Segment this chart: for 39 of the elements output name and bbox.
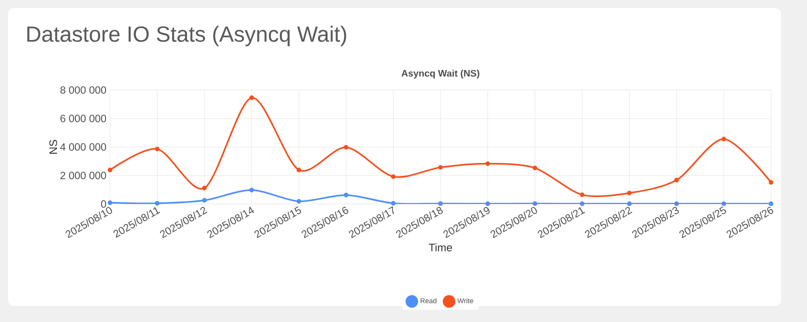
y-tick-label: 2 000 000 <box>60 172 106 180</box>
chart-subtitle: Asyncq Wait (NS) <box>401 70 480 79</box>
y-tick-label: 6 000 000 <box>60 114 106 122</box>
point <box>344 144 348 150</box>
point <box>768 201 774 206</box>
point <box>768 180 774 185</box>
point <box>674 178 679 182</box>
point <box>154 146 160 152</box>
point <box>154 200 160 206</box>
y-axis-title: NS <box>49 140 58 154</box>
y-tick-label: 0 <box>101 200 106 208</box>
y-tick-label: 8 000 000 <box>60 86 106 94</box>
point <box>202 198 207 203</box>
point <box>485 161 490 166</box>
point <box>344 192 348 198</box>
point <box>580 201 584 206</box>
point <box>249 95 254 100</box>
chart-title: Datastore IO Stats (Asyncq Wait) <box>27 26 346 46</box>
point <box>580 192 584 198</box>
point <box>296 198 302 204</box>
point <box>674 201 679 206</box>
point <box>532 201 538 206</box>
point <box>722 136 726 142</box>
point <box>249 188 254 192</box>
point <box>296 168 302 172</box>
point <box>390 174 396 179</box>
x-axis-title: Time <box>428 243 452 252</box>
point <box>108 200 112 206</box>
point <box>532 166 538 170</box>
y-tick-label: 4 000 000 <box>60 143 106 151</box>
point <box>438 165 443 170</box>
point <box>627 190 632 196</box>
point <box>202 186 207 190</box>
point <box>485 201 490 206</box>
point <box>108 168 112 172</box>
point <box>627 201 632 206</box>
point <box>390 200 396 206</box>
point <box>438 201 443 206</box>
point <box>722 201 726 206</box>
